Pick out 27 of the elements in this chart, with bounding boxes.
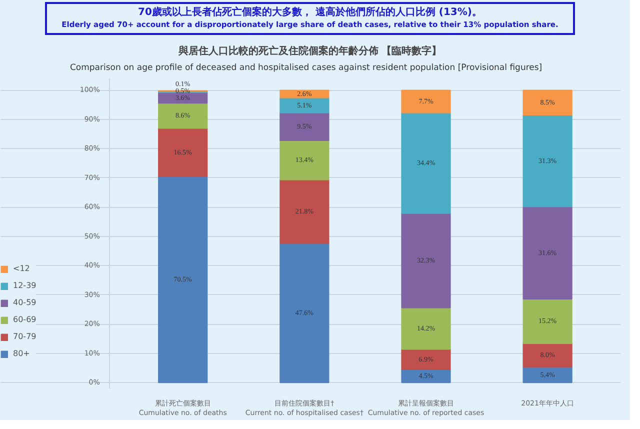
legend-label: 12-39 bbox=[13, 281, 36, 290]
chart-subtitle: Comparison on age profile of deceased and hospitalised cases against resident population [Provisional figures] bbox=[69, 62, 544, 74]
bar bbox=[280, 90, 330, 98]
bar bbox=[158, 176, 208, 384]
bar bbox=[401, 212, 451, 308]
bar bbox=[401, 307, 451, 350]
bar bbox=[522, 90, 572, 116]
bar bbox=[522, 114, 572, 208]
bar bbox=[280, 242, 330, 384]
bar bbox=[280, 112, 330, 141]
legend-label: <12 bbox=[13, 264, 31, 273]
bar bbox=[401, 348, 451, 370]
bar bbox=[280, 140, 330, 180]
bar bbox=[401, 112, 451, 214]
legend-label: 60-69 bbox=[13, 315, 36, 324]
legend-label: 70-79 bbox=[13, 332, 36, 341]
bar bbox=[280, 179, 330, 244]
legend-label: 80+ bbox=[13, 349, 31, 358]
chart-title: 與居住人口比較的死亡及住院個案的年齡分佈 【臨時數字】 bbox=[177, 45, 443, 59]
bar bbox=[158, 102, 208, 129]
text: 70歲或以上長者佔死亡個案的大多數， 遠高於他們所佔的人口比例 (13%)。 bbox=[137, 6, 483, 20]
legend-label: 40-59 bbox=[13, 298, 36, 307]
bar bbox=[522, 298, 572, 344]
bar bbox=[401, 90, 451, 114]
bar bbox=[158, 128, 208, 177]
bar bbox=[522, 342, 572, 368]
bar bbox=[522, 206, 572, 300]
